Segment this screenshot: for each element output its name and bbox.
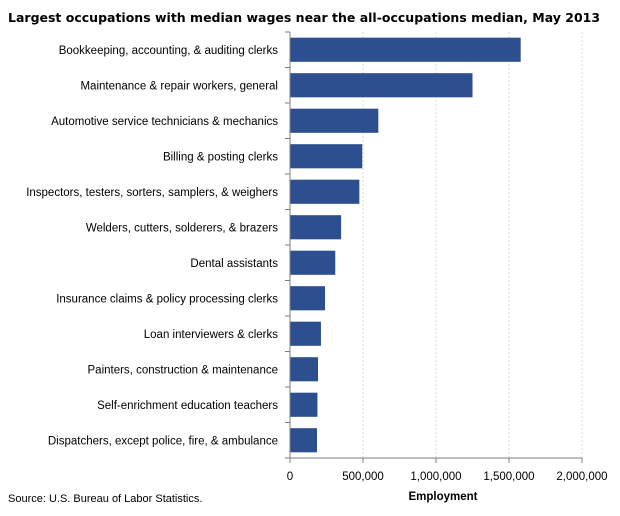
- category-labels: Bookkeeping, accounting, & auditing cler…: [26, 45, 278, 448]
- bar: [290, 179, 360, 204]
- x-tick-label: 1,000,000: [410, 471, 461, 483]
- x-tick-label: 500,000: [342, 471, 384, 483]
- x-tick-label: 2,000,000: [556, 471, 607, 483]
- category-label: Automotive service technicians & mechani…: [51, 116, 278, 128]
- category-label: Dispatchers, except police, fire, & ambu…: [48, 435, 278, 447]
- category-label: Painters, construction & maintenance: [88, 364, 279, 376]
- x-tick-label: 0: [287, 471, 293, 483]
- bar: [290, 215, 342, 240]
- category-label: Inspectors, testers, sorters, samplers, …: [26, 187, 278, 199]
- x-tick-label: 1,500,000: [483, 471, 534, 483]
- bars-group: [290, 37, 521, 453]
- bar: [290, 357, 319, 382]
- category-label: Dental assistants: [190, 258, 278, 270]
- bar: [290, 321, 321, 346]
- category-label: Self-enrichment education teachers: [97, 400, 278, 412]
- chart-title: Largest occupations with median wages ne…: [8, 10, 600, 25]
- axes: [285, 31, 583, 463]
- category-label: Loan interviewers & clerks: [144, 329, 278, 341]
- category-label: Bookkeeping, accounting, & auditing cler…: [59, 45, 279, 57]
- bar: [290, 250, 336, 275]
- category-label: Billing & posting clerks: [163, 151, 278, 163]
- source-note: Source: U.S. Bureau of Labor Statistics.: [8, 493, 202, 505]
- bar: [290, 108, 379, 133]
- bar: [290, 37, 521, 62]
- category-label: Maintenance & repair workers, general: [80, 80, 278, 92]
- grid-lines: [362, 32, 583, 458]
- category-label: Welders, cutters, solderers, & brazers: [86, 222, 278, 234]
- x-tick-labels: 0 500,000 1,000,000 1,500,000 2,000,000: [287, 471, 608, 483]
- bar: [290, 428, 318, 453]
- bar: [290, 286, 326, 311]
- bar: [290, 73, 473, 98]
- bar: [290, 392, 318, 417]
- category-label: Insurance claims & policy processing cle…: [56, 293, 278, 305]
- x-axis-label: Employment: [408, 491, 477, 503]
- bar: [290, 144, 363, 169]
